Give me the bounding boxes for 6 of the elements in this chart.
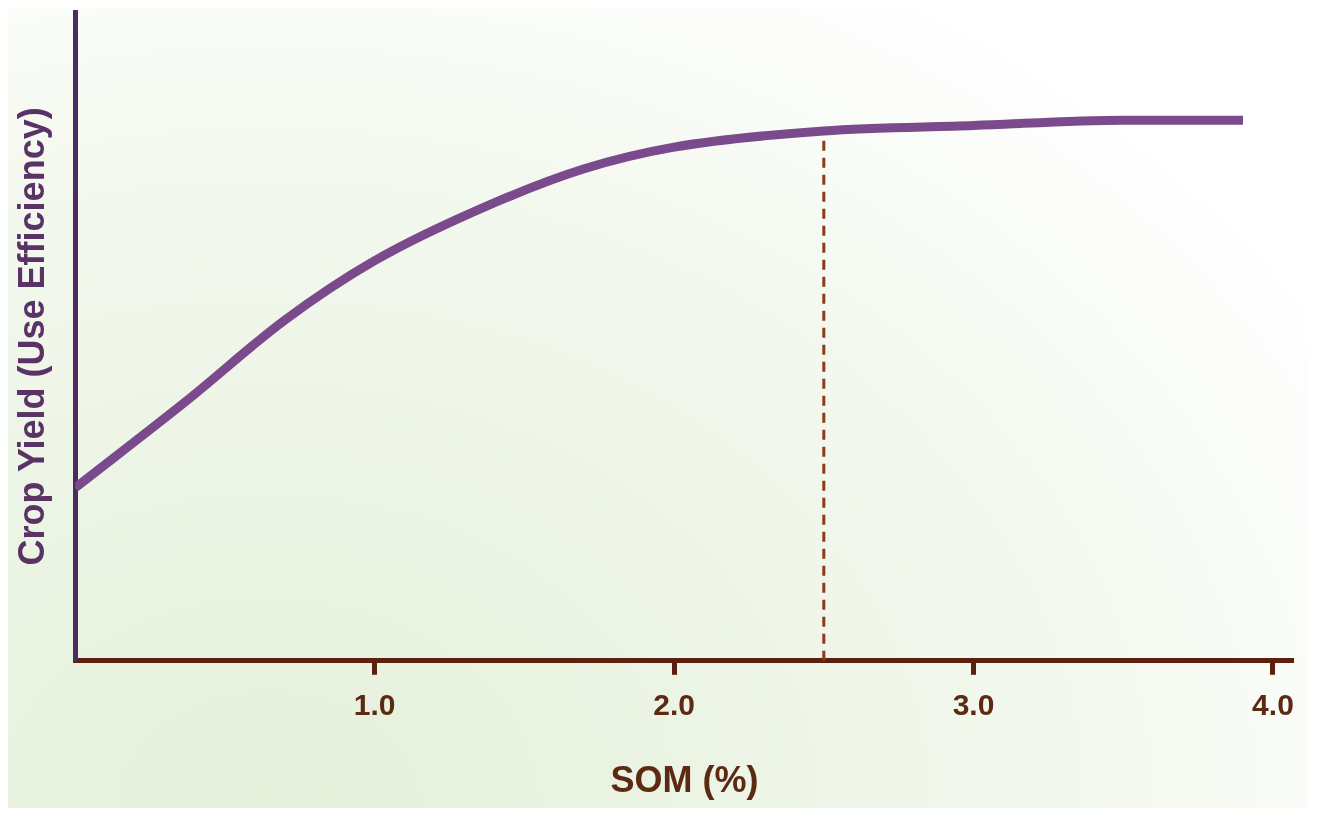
x-tick-label: 2.0 [653,688,695,722]
x-tick-label: 1.0 [353,688,396,722]
x-axis-title: SOM (%) [610,759,759,801]
x-tick-label: 3.0 [952,688,995,722]
x-tick-label: 4.0 [1252,688,1294,722]
y-axis-title: Crop Yield (Use Efficiency) [10,107,52,566]
